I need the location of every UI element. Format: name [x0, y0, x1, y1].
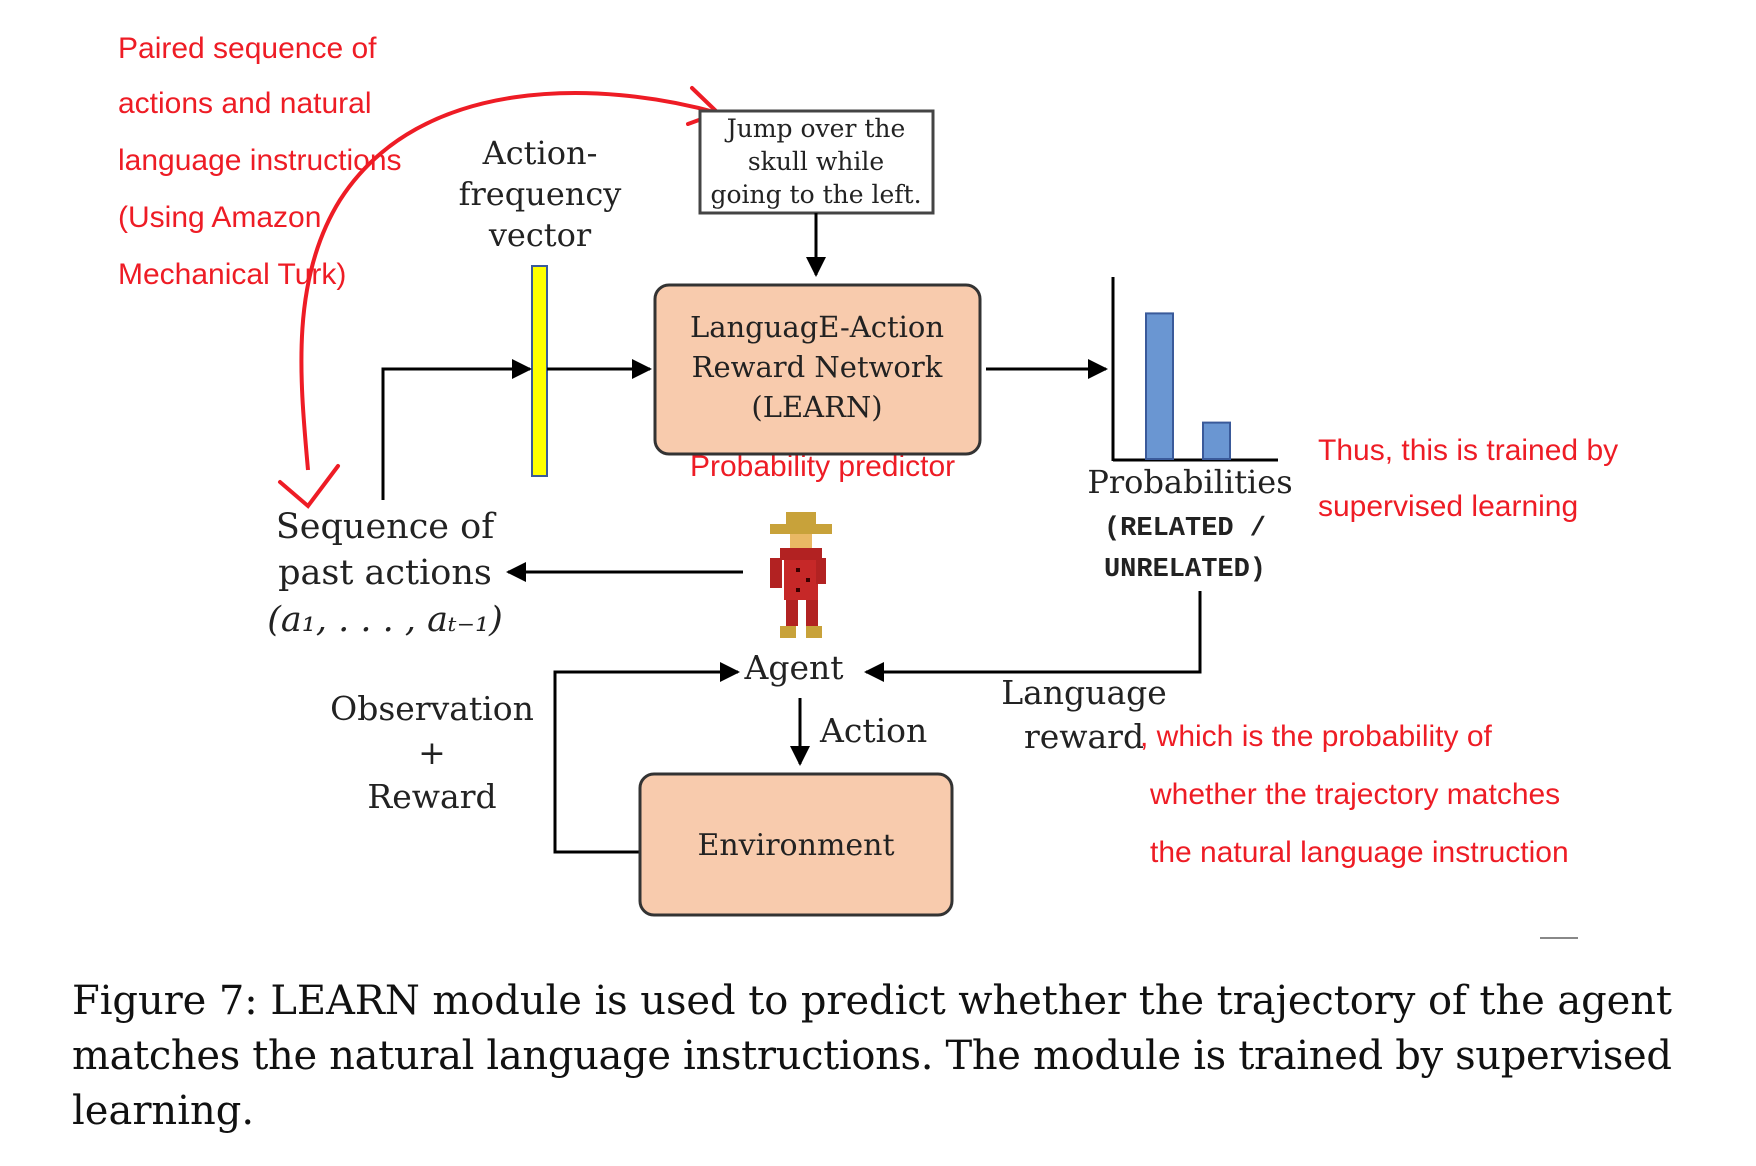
figure-caption: Figure 7: LEARN module is used to predic…	[72, 978, 1672, 1134]
caption-line: matches the natural language instruction…	[72, 1033, 1672, 1079]
afv-line: vector	[488, 216, 592, 254]
annotation-language-reward: , which is the probability of whether th…	[1140, 720, 1569, 869]
instruction-text: Jump over the skull while going to the l…	[710, 114, 921, 209]
related-label: (RELATED /	[1104, 514, 1266, 544]
past-actions-line: Sequence of	[276, 507, 497, 547]
instruction-line: skull while	[748, 147, 884, 176]
learn-line: LanguagE-Action	[690, 310, 944, 344]
arrow-reward-to-agent	[864, 591, 1202, 682]
annotation-line: Thus, this is trained by	[1318, 434, 1618, 467]
annotation-line: whether the trajectory matches	[1149, 778, 1560, 811]
instruction-box	[698, 109, 935, 215]
arrow-past-actions-to-vector	[381, 359, 532, 500]
past-actions-line: (a₁, . . . , aₜ₋₁)	[267, 600, 502, 640]
probabilities-label: Probabilities	[1087, 463, 1292, 501]
language-reward-line: Language	[1001, 673, 1167, 712]
annotation-line: (Using Amazon	[118, 201, 321, 234]
learn-text: LanguagE-Action Reward Network (LEARN)	[690, 310, 944, 424]
past-actions-line: past actions	[278, 553, 492, 593]
afv-line: Action-	[482, 134, 598, 172]
probability-chart	[1111, 277, 1278, 462]
learn-line: Reward Network	[692, 350, 943, 384]
caption-line: Figure 7: LEARN module is used to predic…	[72, 978, 1672, 1024]
agent-label: Agent	[744, 648, 844, 687]
annotation-arrowhead-down	[278, 464, 340, 509]
environment-label: Environment	[697, 828, 894, 863]
afv-line: frequency	[459, 175, 622, 213]
observation-line: Reward	[367, 777, 496, 816]
instruction-line: going to the left.	[710, 180, 921, 209]
afv-label: Action- frequency vector	[459, 134, 622, 254]
environment-box	[638, 772, 954, 917]
past-actions-label: Sequence of past actions (a₁, . . . , aₜ…	[267, 507, 502, 640]
observation-line: +	[418, 733, 446, 772]
annotation-line: language instructions	[118, 144, 402, 177]
caption-line: learning.	[72, 1088, 254, 1134]
annotation-line: actions and natural	[118, 87, 372, 120]
language-reward-label: Language reward	[1001, 673, 1167, 756]
annotation-curved-arrow	[299, 91, 719, 471]
annotation-line: Paired sequence of	[118, 32, 377, 65]
annotation-paired-sequence: Paired sequence of actions and natural l…	[118, 32, 402, 291]
probability-bar-unrelated	[1202, 421, 1231, 461]
action-label: Action	[819, 711, 927, 750]
instruction-line: Jump over the	[724, 114, 906, 143]
agent-sprite-icon	[770, 512, 832, 638]
probability-bar-related	[1145, 312, 1174, 460]
learn-box	[653, 283, 982, 456]
annotation-trained: Thus, this is trained by supervised lear…	[1318, 434, 1618, 523]
language-reward-line: reward	[1024, 717, 1144, 756]
annotation-line: supervised learning	[1318, 490, 1578, 523]
annotation-line: the natural language instruction	[1150, 836, 1569, 869]
observation-line: Observation	[330, 689, 534, 728]
action-frequency-vector	[531, 265, 548, 477]
learn-line: (LEARN)	[751, 390, 882, 424]
arrow-environment-to-agent	[553, 662, 740, 854]
observation-reward-label: Observation + Reward	[330, 689, 534, 816]
unrelated-label: UNRELATED)	[1104, 555, 1266, 585]
annotation-line: , which is the probability of	[1140, 720, 1493, 753]
